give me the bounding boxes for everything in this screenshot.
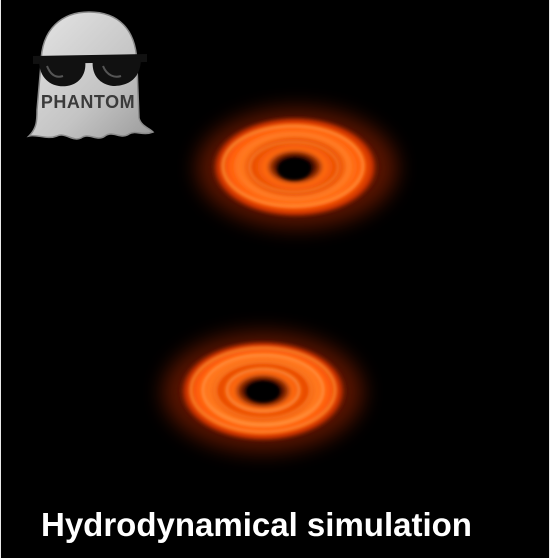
ghost-with-sunglasses-icon xyxy=(26,11,155,140)
caption-title: Hydrodynamical simulation xyxy=(41,506,472,543)
lower-disk xyxy=(163,332,363,452)
upper-disk xyxy=(197,108,397,228)
phantom-logo: PHANTOM xyxy=(23,6,159,146)
